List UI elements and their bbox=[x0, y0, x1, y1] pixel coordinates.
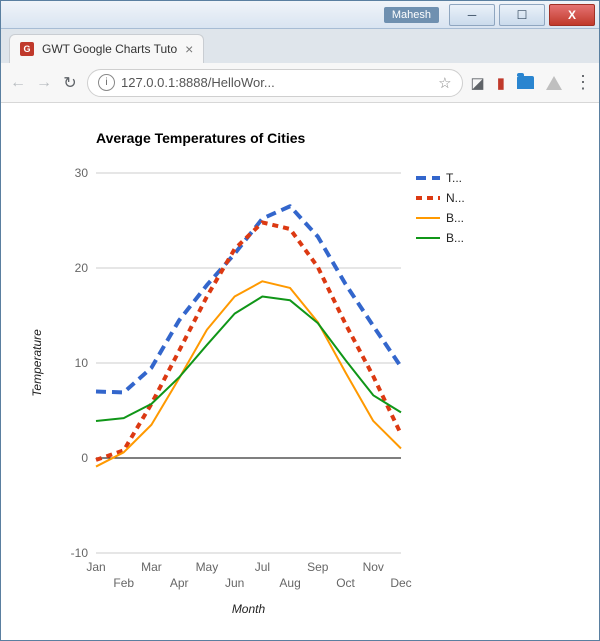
forward-button[interactable]: → bbox=[35, 74, 53, 92]
chart-series bbox=[96, 297, 401, 421]
site-info-icon[interactable]: i bbox=[98, 74, 115, 91]
x-tick-label: Feb bbox=[113, 576, 134, 590]
browser-window: Mahesh ─ ☐ X G GWT Google Charts Tuto × … bbox=[0, 0, 600, 641]
window-title-bar: Mahesh ─ ☐ X bbox=[1, 1, 599, 29]
y-tick-label: 10 bbox=[75, 356, 89, 370]
y-tick-label: 20 bbox=[75, 261, 89, 275]
y-axis-title: Temperature bbox=[30, 329, 44, 397]
extension-square-icon[interactable]: ◪ bbox=[471, 74, 485, 92]
tab-strip: G GWT Google Charts Tuto × bbox=[1, 29, 599, 63]
x-tick-label: Nov bbox=[363, 560, 384, 574]
extension-folder-icon[interactable] bbox=[517, 76, 534, 89]
x-tick-label: Jul bbox=[255, 560, 270, 574]
legend-label: T... bbox=[446, 171, 462, 185]
y-tick-label: 0 bbox=[81, 451, 88, 465]
x-tick-label: Oct bbox=[336, 576, 355, 590]
tab-favicon-icon: G bbox=[20, 42, 34, 56]
x-tick-label: Apr bbox=[170, 576, 189, 590]
page-content: Average Temperatures of Cities -10 0 10 20 30… bbox=[1, 103, 599, 640]
y-tick-label: 30 bbox=[75, 166, 89, 180]
chart-series bbox=[96, 222, 401, 460]
x-tick-label: Mar bbox=[141, 560, 162, 574]
extension-icons: ◪ ▮ ⋮ bbox=[471, 72, 591, 93]
x-tick-label: Jan bbox=[86, 560, 105, 574]
legend-label: N... bbox=[446, 191, 465, 205]
x-tick-label: Aug bbox=[279, 576, 300, 590]
legend-label: B... bbox=[446, 211, 464, 225]
tab-close-icon[interactable]: × bbox=[185, 42, 193, 56]
back-button[interactable]: ← bbox=[9, 74, 27, 92]
line-chart: Average Temperatures of Cities -10 0 10 20 30… bbox=[1, 103, 501, 633]
user-badge[interactable]: Mahesh bbox=[384, 7, 439, 23]
address-bar[interactable]: i 127.0.0.1:8888/HelloWor... ☆ bbox=[87, 69, 463, 97]
x-tick-label: Dec bbox=[390, 576, 411, 590]
close-button[interactable]: X bbox=[549, 4, 595, 26]
legend-label: B... bbox=[446, 231, 464, 245]
tab-title: GWT Google Charts Tuto bbox=[42, 42, 177, 56]
x-tick-label: May bbox=[196, 560, 219, 574]
browser-tab[interactable]: G GWT Google Charts Tuto × bbox=[9, 34, 204, 63]
chart-title: Average Temperatures of Cities bbox=[96, 130, 306, 146]
x-tick-label: Jun bbox=[225, 576, 244, 590]
maximize-button[interactable]: ☐ bbox=[499, 4, 545, 26]
reload-button[interactable]: ↻ bbox=[61, 73, 79, 93]
address-text: 127.0.0.1:8888/HelloWor... bbox=[121, 75, 432, 90]
bookmark-star-icon[interactable]: ☆ bbox=[438, 74, 451, 92]
browser-toolbar: ← → ↻ i 127.0.0.1:8888/HelloWor... ☆ ◪ ▮… bbox=[1, 63, 599, 103]
x-axis-title: Month bbox=[232, 602, 266, 616]
extension-book-icon[interactable]: ▮ bbox=[497, 74, 505, 92]
extension-drive-icon[interactable] bbox=[546, 76, 562, 90]
minimize-button[interactable]: ─ bbox=[449, 4, 495, 26]
browser-menu-icon[interactable]: ⋮ bbox=[574, 72, 591, 93]
x-tick-label: Sep bbox=[307, 560, 329, 574]
y-tick-label: -10 bbox=[71, 546, 89, 560]
